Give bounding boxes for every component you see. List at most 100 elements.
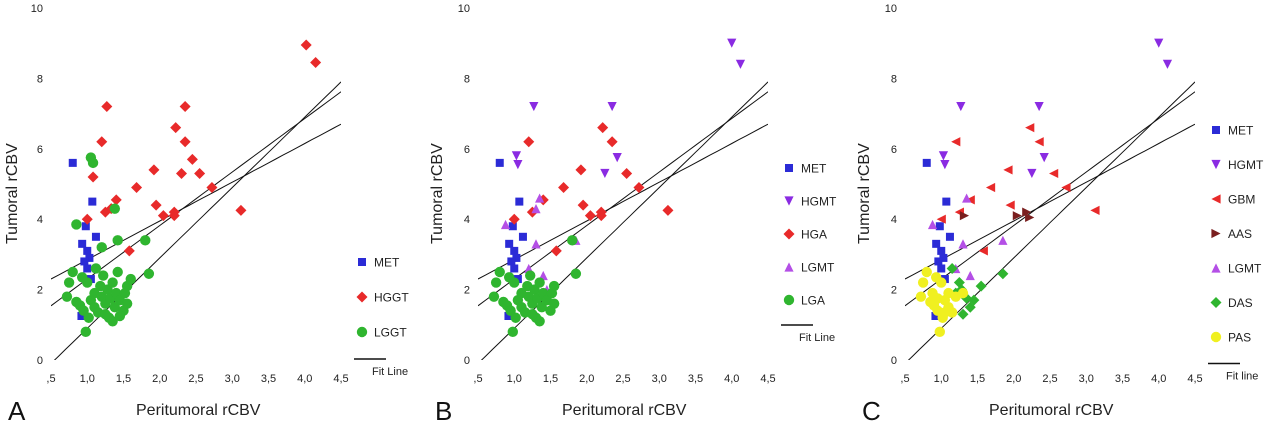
data-point (1090, 205, 1100, 215)
data-point (96, 136, 108, 148)
data-point (179, 101, 191, 113)
data-point (510, 246, 519, 255)
data-point (1025, 212, 1035, 223)
data-point (76, 272, 88, 283)
data-point (946, 307, 958, 318)
legend-marker (1210, 331, 1222, 343)
data-point (998, 235, 1008, 245)
legend-marker (356, 291, 368, 303)
data-point (531, 239, 541, 249)
data-point (600, 168, 610, 179)
data-point (510, 264, 519, 273)
legend-marker (785, 164, 793, 172)
data-point (150, 199, 162, 211)
data-point (927, 219, 938, 230)
data-point (1039, 153, 1049, 163)
data-point (951, 137, 961, 147)
x-tick-label: 2,0 (1006, 373, 1021, 385)
data-point (131, 182, 143, 194)
data-point (612, 153, 622, 163)
series-lga (488, 235, 582, 338)
x-tick-label: 1,5 (970, 373, 985, 385)
series-aas (959, 207, 1035, 223)
legend-label: PAS (1228, 331, 1251, 345)
data-point (80, 326, 92, 338)
data-point (68, 158, 77, 167)
data-point (1061, 182, 1071, 193)
y-tick-label: 10 (31, 3, 43, 15)
data-point (143, 268, 155, 279)
panel-letter-a: A (8, 396, 26, 426)
data-point (81, 222, 90, 231)
x-tick-label: 4,5 (760, 373, 775, 385)
fit-lines (478, 81, 768, 360)
data-point (1022, 207, 1032, 217)
data-point (945, 232, 954, 241)
data-point (495, 158, 504, 167)
data-point (531, 204, 541, 214)
data-point (1154, 38, 1164, 48)
data-point (112, 235, 123, 246)
data-point (1012, 211, 1022, 221)
y-tick-label: 8 (37, 73, 43, 85)
legend-label: HGMT (1228, 158, 1264, 172)
scatter-panel-c: 0 2 4 6 8 10 ,5 1,0 1,5 2,0 2,5 3,0 3,5 4,0 4,5 MET HGMT… (854, 0, 1280, 428)
chart-svg-b: 0 2 4 6 8 10 ,5 1,0 1,5 2,0 2,5 3,0 3,5 4,0 4,5 MET HGMT… (458, 3, 837, 385)
y-tick-label: 2 (891, 285, 897, 297)
data-point (595, 206, 607, 218)
x-tick-label: ,5 (46, 373, 55, 385)
data-point (968, 294, 980, 306)
x-tick-label: 1,0 (934, 373, 949, 385)
y-tick-label: 8 (464, 73, 470, 85)
data-point (965, 270, 975, 281)
data-point (934, 326, 945, 338)
series-pas (915, 266, 969, 338)
data-point (985, 182, 996, 193)
y-tick-label: 2 (464, 285, 470, 297)
data-point (1162, 59, 1173, 69)
data-point (125, 273, 136, 285)
data-point (83, 264, 92, 273)
data-point (939, 253, 948, 262)
data-point (962, 193, 972, 203)
data-point (83, 246, 92, 255)
data-point (100, 309, 111, 320)
y-tick-label: 4 (891, 214, 897, 226)
data-point (168, 206, 180, 218)
data-point (936, 214, 946, 224)
legend-marker (784, 262, 794, 272)
data-point (80, 257, 89, 266)
data-point (958, 239, 968, 249)
data-point (1027, 168, 1037, 179)
legend-fit-label: Fit line (1226, 371, 1258, 383)
data-point (939, 307, 951, 318)
data-point (577, 199, 589, 211)
data-point (570, 268, 582, 279)
data-point (931, 312, 940, 320)
x-tick-label: 1,0 (80, 373, 95, 385)
data-point (107, 316, 118, 327)
data-point (206, 182, 218, 194)
data-point (518, 232, 527, 241)
data-point (512, 253, 521, 262)
data-point (71, 219, 82, 230)
data-point (633, 182, 645, 194)
data-point (179, 136, 191, 148)
y-tick-label: 10 (885, 3, 897, 15)
legend-label: MET (801, 162, 827, 176)
x-tick-label: 2,0 (152, 373, 167, 385)
data-point (606, 136, 618, 148)
x-tick-label: 4,0 (1151, 373, 1166, 385)
legend-label: LGA (801, 294, 825, 308)
data-point (186, 153, 198, 165)
data-point (515, 197, 524, 206)
data-point (548, 298, 560, 309)
data-point (959, 211, 970, 221)
legend-label: LGMT (801, 261, 835, 275)
confidence-line (51, 123, 341, 280)
data-point (937, 246, 946, 255)
legend-fit-label: Fit Line (372, 366, 408, 378)
legend-marker (1212, 126, 1220, 134)
x-axis-label-c: Peritumoral rCBV (989, 402, 1114, 419)
data-point (934, 257, 943, 266)
